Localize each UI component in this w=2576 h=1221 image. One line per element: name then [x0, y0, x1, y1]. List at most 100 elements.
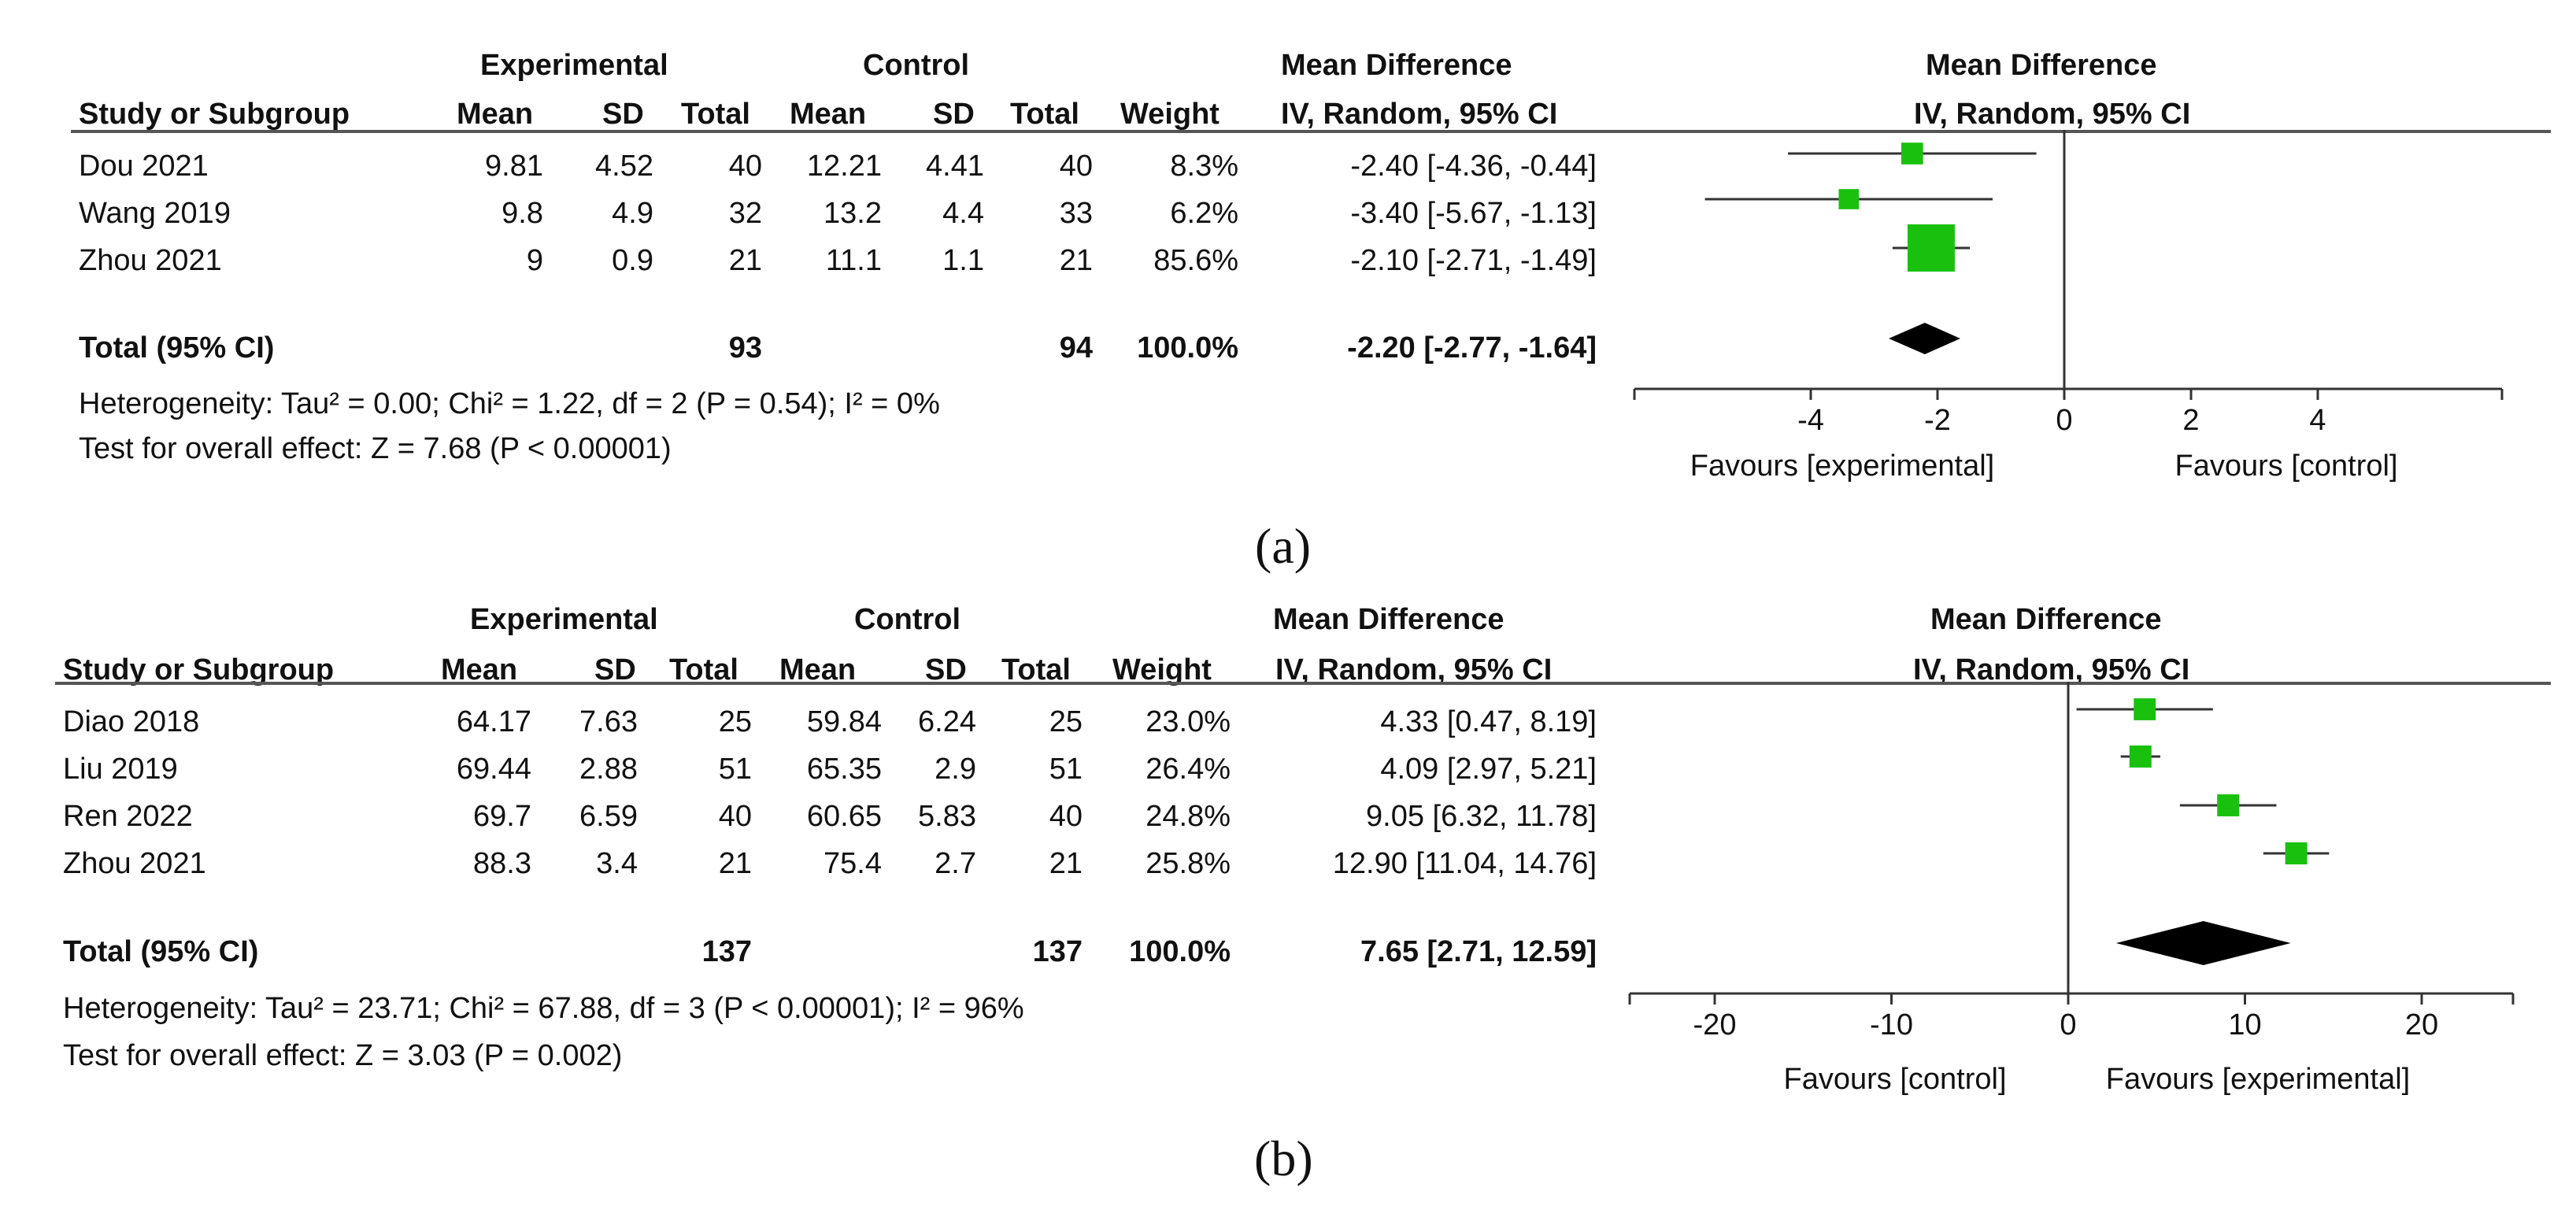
ctl-sd: 2.9 [935, 753, 976, 786]
study-name: Zhou 2021 [63, 847, 206, 880]
header-rule [71, 130, 2551, 133]
forest-plot-a: -4 -2 0 2 4 [1633, 130, 2504, 437]
mean-difference: -2.10 [-2.71, -1.49] [1350, 244, 1597, 277]
caption-a: (a) [1255, 518, 1312, 574]
header-ctl-sd: SD [925, 653, 967, 686]
exp-total: 137 [701, 935, 752, 968]
weight: 6.2% [1170, 197, 1238, 230]
weight: 26.4% [1146, 753, 1231, 786]
exp-total: 40 [728, 150, 762, 183]
header-ctl-total: Total [1001, 653, 1071, 686]
exp-sd: 7.63 [579, 705, 638, 738]
study-marker [1838, 189, 1860, 209]
ctl-mean: 59.84 [806, 705, 882, 738]
header-exp-mean: Mean [457, 98, 534, 131]
exp-total: 93 [728, 331, 762, 364]
ctl-mean: 65.35 [806, 753, 882, 786]
pooled-diamond [2115, 921, 2291, 965]
favours-left: Favours [experimental] [1690, 450, 1995, 483]
header-exp-total: Total [669, 653, 738, 686]
pooled-diamond [1889, 323, 1960, 354]
ctl-sd: 6.24 [918, 705, 976, 738]
exp-mean: 9.81 [485, 150, 543, 183]
header-plot-iv-random: IV, Random, 95% CI [1914, 98, 2191, 131]
heterogeneity: Heterogeneity: Tau² = 23.71; Chi² = 67.8… [63, 992, 1024, 1025]
ctl-total: 51 [1049, 753, 1083, 786]
ctl-mean: 13.2 [824, 197, 882, 230]
study-marker [1901, 142, 1923, 165]
ctl-total: 21 [1049, 847, 1083, 880]
exp-total: 21 [718, 847, 752, 880]
mean-difference: 7.65 [2.71, 12.59] [1360, 935, 1597, 968]
x-tick-label: -4 [1797, 404, 1824, 437]
study-name: Wang 2019 [79, 197, 231, 230]
header-study: Study or Subgroup [63, 653, 335, 686]
header-iv-random: IV, Random, 95% CI [1281, 98, 1558, 131]
exp-sd: 6.59 [579, 800, 638, 833]
total-label: Total (95% CI) [79, 331, 275, 364]
header-plot-mean-difference: Mean Difference [1930, 603, 2162, 636]
exp-total: 40 [718, 800, 752, 833]
header-mean-difference: Mean Difference [1273, 603, 1505, 636]
ctl-sd: 1.1 [942, 244, 984, 277]
x-tick-label: -10 [1870, 1008, 1913, 1042]
x-tick-label: 0 [2056, 404, 2072, 437]
header-mean-difference: Mean Difference [1281, 49, 1512, 82]
ctl-total: 137 [1032, 935, 1083, 968]
exp-mean: 9.8 [502, 197, 543, 230]
mean-difference: 4.33 [0.47, 8.19] [1380, 705, 1597, 738]
favours-right: Favours [control] [2174, 450, 2398, 483]
ctl-sd: 4.41 [926, 150, 984, 183]
header-weight: Weight [1120, 98, 1220, 131]
heterogeneity: Heterogeneity: Tau² = 0.00; Chi² = 1.22,… [79, 387, 940, 420]
weight: 100.0% [1129, 935, 1231, 968]
ctl-total: 40 [1059, 150, 1093, 183]
header-control: Control [863, 49, 970, 82]
x-tick-label: 2 [2182, 404, 2199, 437]
study-marker [2217, 794, 2240, 816]
ctl-total: 25 [1049, 705, 1083, 738]
weight: 23.0% [1146, 705, 1231, 738]
exp-total: 51 [718, 753, 752, 786]
ctl-mean: 60.65 [806, 800, 882, 833]
study-marker [1907, 224, 1955, 272]
x-tick-label: 4 [2309, 404, 2326, 437]
header-rule [55, 682, 2551, 685]
header-plot-mean-difference: Mean Difference [1926, 49, 2157, 82]
header-weight: Weight [1112, 653, 1212, 686]
exp-sd: 4.52 [595, 150, 653, 183]
mean-difference: 9.05 [6.32, 11.78] [1366, 800, 1597, 833]
ctl-mean: 75.4 [824, 847, 882, 880]
study-name: Liu 2019 [63, 753, 178, 786]
header-ctl-mean: Mean [779, 653, 857, 686]
header-exp-mean: Mean [441, 653, 518, 686]
ctl-total: 94 [1059, 331, 1093, 364]
overall-effect: Test for overall effect: Z = 3.03 (P = 0… [63, 1039, 623, 1072]
total-label: Total (95% CI) [63, 935, 259, 968]
study-name: Zhou 2021 [79, 244, 222, 277]
header-ctl-total: Total [1010, 98, 1079, 131]
study-marker [2285, 842, 2308, 864]
ctl-total: 40 [1049, 800, 1083, 833]
weight: 8.3% [1170, 150, 1238, 183]
ctl-sd: 5.83 [918, 800, 976, 833]
exp-sd: 3.4 [596, 847, 638, 880]
mean-difference: -2.40 [-4.36, -0.44] [1350, 150, 1597, 183]
study-name: Dou 2021 [79, 150, 209, 183]
study-marker [2134, 698, 2156, 720]
weight: 24.8% [1146, 800, 1231, 833]
exp-mean: 64.17 [456, 705, 531, 738]
ctl-mean: 11.1 [825, 244, 882, 277]
mean-difference: -3.40 [-5.67, -1.13] [1350, 197, 1597, 230]
favours-left: Favours [control] [1783, 1063, 2007, 1096]
header-exp-total: Total [681, 98, 750, 131]
header-control: Control [854, 603, 961, 636]
weight: 85.6% [1153, 244, 1238, 277]
mean-difference: -2.20 [-2.77, -1.64] [1347, 331, 1597, 364]
exp-total: 25 [718, 705, 752, 738]
exp-sd: 2.88 [579, 753, 638, 786]
exp-total: 32 [728, 197, 762, 230]
ctl-sd: 2.7 [935, 847, 976, 880]
caption-b: (b) [1254, 1130, 1313, 1186]
